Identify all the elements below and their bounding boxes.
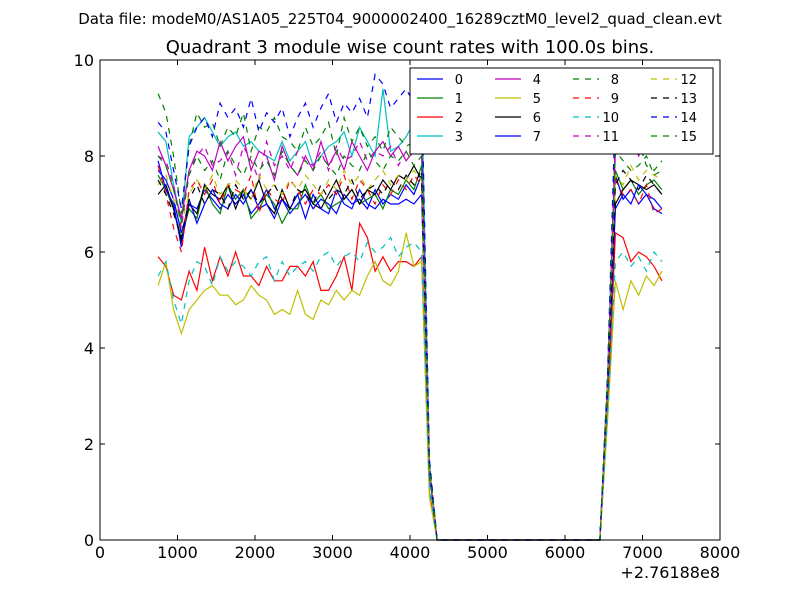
x-tick-label: 7000 [622, 543, 663, 562]
x-offset-label: +2.76188e8 [620, 563, 720, 582]
series-line-8 [157, 93, 663, 541]
legend-label-5: 5 [533, 92, 541, 107]
legend-label-7: 7 [533, 130, 541, 145]
legend-label-12: 12 [680, 73, 697, 88]
plot-area [157, 73, 663, 541]
y-tick-label: 4 [84, 339, 94, 358]
y-tick-label: 6 [84, 243, 94, 262]
legend-label-10: 10 [602, 111, 619, 126]
legend-label-9: 9 [611, 92, 619, 107]
legend-label-0: 0 [455, 73, 463, 88]
x-axis: 0 1000 2000 3000 4000 5000 6000 7000 8000 [95, 60, 740, 562]
series-line-11 [157, 87, 663, 541]
y-tick-label: 2 [84, 435, 94, 454]
legend-label-4: 4 [533, 73, 541, 88]
legend-label-2: 2 [455, 111, 463, 126]
x-tick-label: 8000 [700, 543, 741, 562]
series-line-15 [157, 149, 663, 541]
y-tick-label: 10 [74, 51, 94, 70]
legend-label-13: 13 [680, 92, 697, 107]
legend-label-1: 1 [455, 92, 463, 107]
y-tick-label: 0 [84, 531, 94, 550]
legend-label-14: 14 [680, 111, 697, 126]
legend-box [409, 67, 714, 155]
legend-label-15: 15 [680, 130, 697, 145]
data-file-label: Data file: modeM0/AS1A05_225T04_90000024… [78, 10, 722, 29]
legend-label-11: 11 [602, 130, 619, 145]
series-line-14 [157, 73, 663, 541]
x-tick-label: 6000 [545, 543, 586, 562]
x-tick-label: 3000 [312, 543, 353, 562]
series-line-10 [157, 236, 663, 541]
x-tick-label: 5000 [467, 543, 508, 562]
x-tick-label: 2000 [235, 543, 276, 562]
legend-label-8: 8 [611, 73, 619, 88]
y-tick-label: 8 [84, 147, 94, 166]
x-tick-label: 0 [95, 543, 105, 562]
x-tick-label: 4000 [390, 543, 431, 562]
chart-title: Quadrant 3 module wise count rates with … [166, 37, 655, 58]
legend-label-6: 6 [533, 111, 541, 126]
legend-label-3: 3 [455, 130, 463, 145]
x-tick-label: 1000 [157, 543, 198, 562]
